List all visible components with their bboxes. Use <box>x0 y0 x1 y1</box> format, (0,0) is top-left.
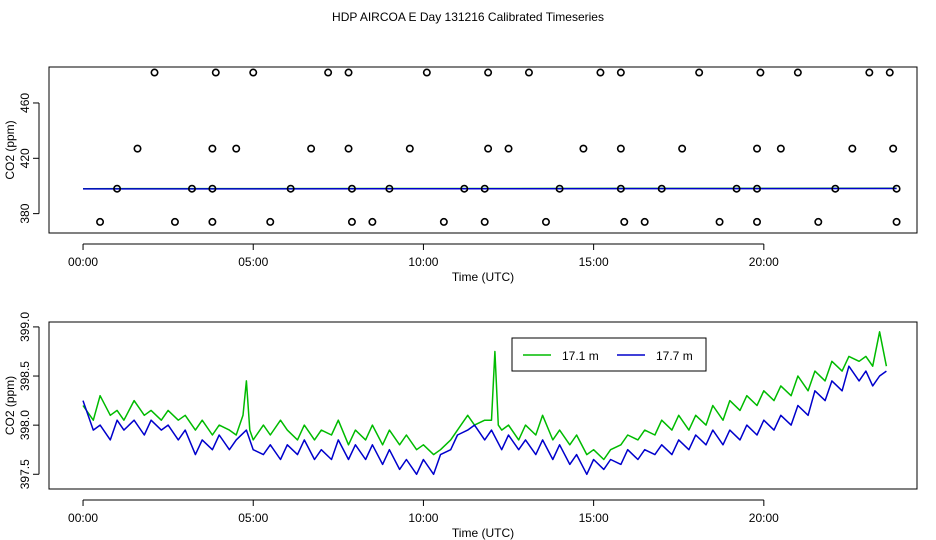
data-point <box>695 68 704 77</box>
data-point <box>460 184 469 193</box>
reference-points <box>96 68 901 226</box>
data-point <box>504 144 513 153</box>
x-tick-label: 00:00 <box>68 255 98 269</box>
y-axis: 397.5 398.0 398.5 399.0 CO2 (ppm) <box>3 312 40 489</box>
data-point <box>484 68 493 77</box>
data-point <box>831 184 840 193</box>
data-point <box>848 144 857 153</box>
y-axis-label: CO2 (ppm) <box>3 376 17 435</box>
series-line-17-7-m <box>82 365 887 476</box>
x-tick-label: 20:00 <box>749 511 779 525</box>
data-point <box>347 217 356 226</box>
data-point <box>596 68 605 77</box>
data-point <box>616 184 625 193</box>
x-tick-label: 15:00 <box>579 255 609 269</box>
data-point <box>480 217 489 226</box>
data-point <box>232 144 241 153</box>
figure-title: HDP AIRCOA E Day 131216 Calibrated Times… <box>332 10 604 24</box>
data-point <box>555 184 564 193</box>
data-point <box>753 184 762 193</box>
data-point <box>208 217 217 226</box>
data-point <box>187 184 196 193</box>
data-point <box>657 184 666 193</box>
data-point <box>439 217 448 226</box>
data-point <box>616 144 625 153</box>
x-axis-label: Time (UTC) <box>452 270 514 284</box>
data-point <box>865 68 874 77</box>
data-point <box>208 184 217 193</box>
data-point <box>266 217 275 226</box>
x-tick-label: 15:00 <box>579 511 609 525</box>
data-point <box>484 144 493 153</box>
x-tick-label: 20:00 <box>749 255 779 269</box>
data-point <box>249 68 258 77</box>
data-point <box>715 217 724 226</box>
data-point <box>814 217 823 226</box>
data-point <box>422 68 431 77</box>
data-point <box>347 184 356 193</box>
data-point <box>344 144 353 153</box>
y-tick-label: 460 <box>18 93 32 113</box>
data-point <box>286 184 295 193</box>
data-point <box>678 144 687 153</box>
x-tick-label: 05:00 <box>238 511 268 525</box>
data-point <box>620 217 629 226</box>
data-point <box>368 217 377 226</box>
data-point <box>793 68 802 77</box>
y-tick-label: 398.0 <box>18 410 32 440</box>
y-tick-label: 399.0 <box>18 312 32 342</box>
data-point <box>211 68 220 77</box>
data-point <box>150 68 159 77</box>
data-point <box>640 217 649 226</box>
co2-panel: 00:00 05:00 10:00 15:00 20:00 Time (UTC) 397.5… <box>3 312 918 540</box>
x-tick-label: 10:00 <box>408 255 438 269</box>
data-point <box>480 184 489 193</box>
y-tick-label: 397.5 <box>18 459 32 489</box>
data-point <box>96 217 105 226</box>
data-point <box>732 184 741 193</box>
y-tick-label: 420 <box>18 148 32 168</box>
data-point <box>889 144 898 153</box>
y-tick-label: 398.5 <box>18 361 32 391</box>
legend: 17.1 m 17.7 m <box>511 337 707 372</box>
legend-label-17-7m: 17.7 m <box>656 349 693 363</box>
data-point <box>113 184 122 193</box>
data-point <box>133 144 142 153</box>
data-point <box>892 184 901 193</box>
plot-frame <box>48 66 918 234</box>
data-point <box>885 68 894 77</box>
data-point <box>892 217 901 226</box>
data-point <box>776 144 785 153</box>
data-point <box>524 68 533 77</box>
plot-frame <box>48 321 918 490</box>
y-axis-label: CO2 (ppm) <box>3 120 17 179</box>
data-point <box>753 144 762 153</box>
data-point <box>324 68 333 77</box>
data-point <box>385 184 394 193</box>
data-point <box>344 68 353 77</box>
x-tick-label: 05:00 <box>238 255 268 269</box>
data-point <box>405 144 414 153</box>
legend-label-17-1m: 17.1 m <box>562 349 599 363</box>
data-point <box>541 217 550 226</box>
x-axis: 00:00 05:00 10:00 15:00 20:00 Time (UTC) <box>68 243 779 284</box>
x-axis-label: Time (UTC) <box>452 526 514 540</box>
data-point <box>616 68 625 77</box>
x-axis: 00:00 05:00 10:00 15:00 20:00 Time (UTC) <box>68 499 779 540</box>
y-tick-label: 380 <box>18 203 32 223</box>
data-point <box>307 144 316 153</box>
calibration-panel: 00:00 05:00 10:00 15:00 20:00 Time (UTC) 380 42… <box>3 66 918 284</box>
series-line-17-1-m <box>82 331 888 461</box>
x-tick-label: 00:00 <box>68 511 98 525</box>
data-point <box>753 217 762 226</box>
data-point <box>579 144 588 153</box>
data-point <box>756 68 765 77</box>
data-point <box>208 144 217 153</box>
data-point <box>170 217 179 226</box>
x-tick-label: 10:00 <box>408 511 438 525</box>
